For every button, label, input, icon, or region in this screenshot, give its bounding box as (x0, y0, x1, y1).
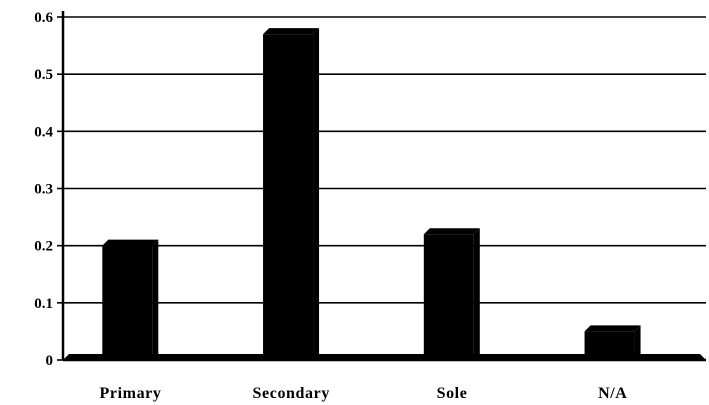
bar-side (152, 239, 159, 360)
gridlines (63, 16, 706, 360)
bar-sole (423, 228, 480, 360)
y-tick-label: 0.5 (34, 67, 53, 83)
bar-primary (102, 239, 159, 360)
y-axis-ticks: 0 0.1 0.2 0.3 0.4 0.5 0.6 (34, 10, 63, 369)
x-category-label: Secondary (253, 385, 330, 402)
bar-n-a (584, 325, 641, 360)
y-tick-label: 0.3 (34, 182, 53, 198)
y-tick-label: 0.6 (34, 10, 53, 26)
axes (61, 11, 706, 362)
y-tick-label: 0 (46, 353, 54, 369)
x-category-label: N/A (598, 385, 627, 402)
x-category-label: Primary (100, 385, 162, 402)
y-tick-label: 0.4 (34, 124, 53, 140)
bar-top (102, 239, 159, 246)
y-tick-label: 0.2 (34, 239, 53, 255)
x-axis-labels: Primary Secondary Sole N/A (100, 385, 627, 402)
bar-front (423, 234, 474, 360)
bar-top (423, 228, 480, 235)
chart-floor (63, 354, 706, 360)
bar-secondary (263, 28, 320, 361)
bar-side (473, 228, 480, 360)
bar-front (584, 331, 635, 360)
y-tick-label: 0.1 (34, 296, 53, 312)
bar-top (263, 28, 320, 35)
x-category-label: Sole (437, 385, 468, 402)
bar-side (634, 325, 641, 360)
bar-front (102, 245, 153, 360)
bars (102, 28, 641, 361)
bar-top (584, 325, 641, 332)
bar-front (263, 34, 314, 361)
bar-side (313, 28, 320, 361)
